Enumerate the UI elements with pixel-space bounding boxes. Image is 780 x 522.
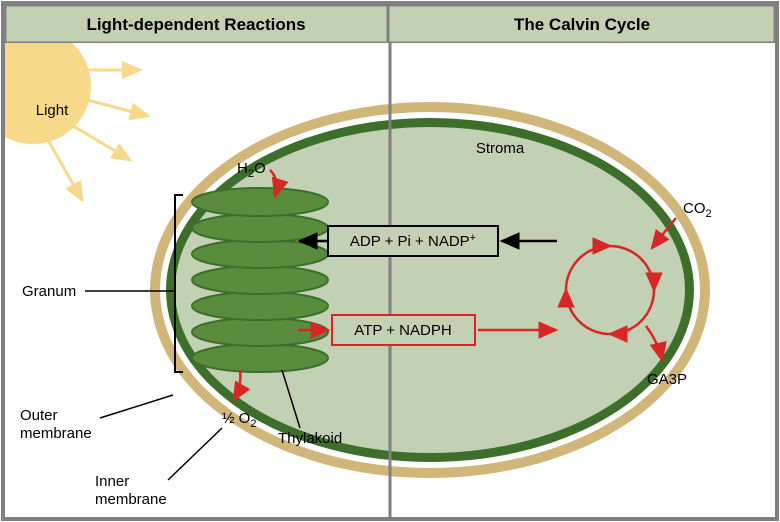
header-right-text: The Calvin Cycle <box>514 15 650 34</box>
adp-box-text: ADP + Pi + NADP+ <box>350 232 476 250</box>
atp-box-text: ATP + NADPH <box>354 322 451 339</box>
granum-label: Granum <box>22 283 76 300</box>
stroma-label: Stroma <box>476 140 525 157</box>
thylakoid-label: Thylakoid <box>278 430 342 447</box>
header-left-text: Light-dependent Reactions <box>86 15 305 34</box>
diagram-svg: Light-dependent Reactions The Calvin Cyc… <box>0 0 780 522</box>
diagram-container: Light-dependent Reactions The Calvin Cyc… <box>0 0 780 522</box>
sun-label: Light <box>36 102 69 119</box>
ga3p-label: GA3P <box>647 371 687 388</box>
